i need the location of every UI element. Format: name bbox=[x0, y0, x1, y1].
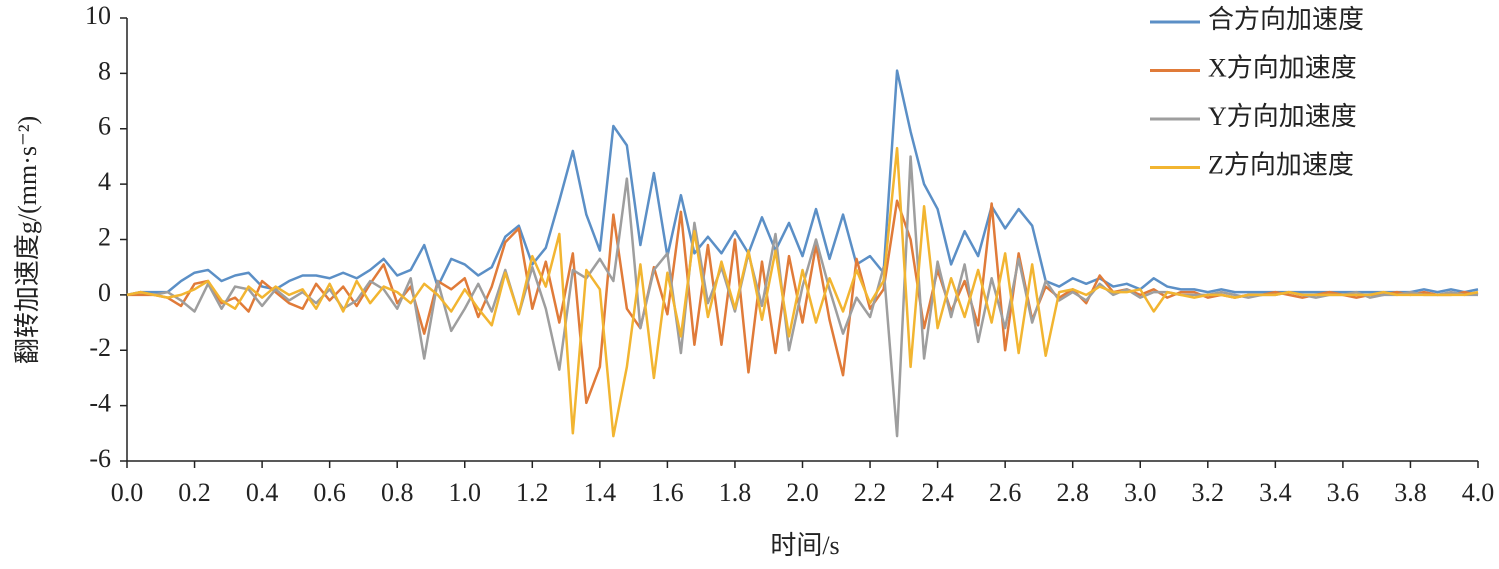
y-tick-label: 8 bbox=[98, 56, 111, 85]
x-tick-label: 2.2 bbox=[854, 478, 887, 507]
legend-label: Y方向加速度 bbox=[1208, 102, 1357, 131]
x-tick-label: 1.4 bbox=[584, 478, 617, 507]
x-tick-label: 2.4 bbox=[921, 478, 954, 507]
x-tick-label: 0.4 bbox=[246, 478, 279, 507]
series-line bbox=[126, 146, 1479, 438]
x-tick-label: 0.6 bbox=[313, 478, 346, 507]
x-tick-label: 4.0 bbox=[1462, 478, 1495, 507]
legend-label: X方向加速度 bbox=[1208, 53, 1357, 82]
x-tick-label: 3.0 bbox=[1124, 478, 1157, 507]
x-tick-label: 1.2 bbox=[516, 478, 549, 507]
series-line bbox=[126, 69, 1479, 297]
y-tick-label: 10 bbox=[85, 1, 111, 30]
y-tick-label: 0 bbox=[98, 278, 111, 307]
legend-label: 合方向加速度 bbox=[1208, 5, 1364, 34]
y-tick-label: 4 bbox=[98, 167, 111, 196]
x-tick-label: 0.2 bbox=[178, 478, 211, 507]
x-tick-label: 3.6 bbox=[1327, 478, 1360, 507]
x-tick-label: 0.0 bbox=[111, 478, 144, 507]
x-tick-label: 3.4 bbox=[1259, 478, 1292, 507]
x-tick-label: 0.8 bbox=[381, 478, 414, 507]
x-tick-label: 1.8 bbox=[719, 478, 752, 507]
x-tick-label: 1.6 bbox=[651, 478, 684, 507]
x-axis-title: 时间/s bbox=[770, 531, 839, 560]
y-tick-label: 6 bbox=[98, 112, 111, 141]
legend-label: Z方向加速度 bbox=[1208, 150, 1354, 179]
x-tick-label: 1.0 bbox=[449, 478, 482, 507]
y-axis-title: 翻转加速度g/(mm·s⁻²) bbox=[13, 116, 42, 364]
series-line bbox=[127, 199, 1479, 405]
x-tick-label: 3.2 bbox=[1192, 478, 1225, 507]
y-tick-label: -6 bbox=[89, 444, 111, 473]
x-tick-label: 2.8 bbox=[1056, 478, 1089, 507]
x-tick-label: 2.6 bbox=[989, 478, 1022, 507]
series-line bbox=[126, 155, 1478, 438]
x-tick-label: 3.8 bbox=[1394, 478, 1427, 507]
y-tick-label: -2 bbox=[89, 333, 111, 362]
y-tick-label: -4 bbox=[89, 389, 111, 418]
y-tick-label: 2 bbox=[98, 222, 111, 251]
x-tick-label: 2.0 bbox=[786, 478, 819, 507]
